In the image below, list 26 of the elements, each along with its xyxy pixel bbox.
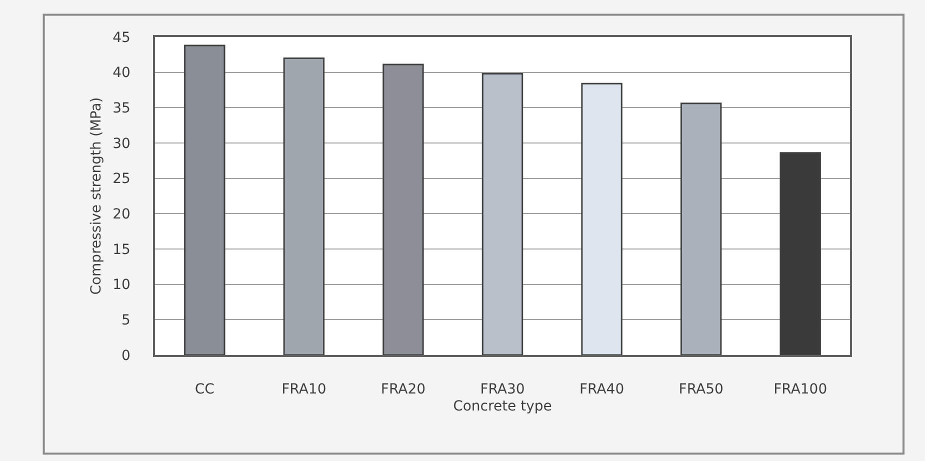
y-tick-label: 15 xyxy=(112,242,130,258)
x-tick-label: FRA50 xyxy=(678,382,724,398)
y-axis-title: Compressive strength (MPa) xyxy=(88,97,105,295)
bar xyxy=(382,64,424,355)
x-tick-label: CC xyxy=(194,382,215,398)
x-tick-label: FRA100 xyxy=(774,382,828,398)
y-tick-label: 5 xyxy=(122,312,130,329)
bar xyxy=(581,82,622,355)
bar xyxy=(283,57,325,355)
y-tick-label: 20 xyxy=(112,206,130,223)
x-tick-label: FRA30 xyxy=(480,382,525,398)
bar xyxy=(780,152,821,355)
x-tick-label: FRA40 xyxy=(579,382,624,398)
x-axis-title: Concrete type xyxy=(453,398,552,414)
y-tick-label: 30 xyxy=(112,136,130,152)
bar xyxy=(680,102,722,355)
y-tick-label: 35 xyxy=(112,100,130,117)
y-tick-label: 0 xyxy=(122,348,130,364)
bar xyxy=(184,44,226,355)
x-tick-label: FRA10 xyxy=(282,382,326,398)
y-tick-label: 25 xyxy=(112,171,130,188)
y-tick-label: 45 xyxy=(112,30,130,46)
x-tick-label: FRA20 xyxy=(380,382,426,398)
y-tick-label: 40 xyxy=(112,65,130,82)
y-tick-label: 10 xyxy=(112,277,130,294)
bar xyxy=(482,73,524,355)
